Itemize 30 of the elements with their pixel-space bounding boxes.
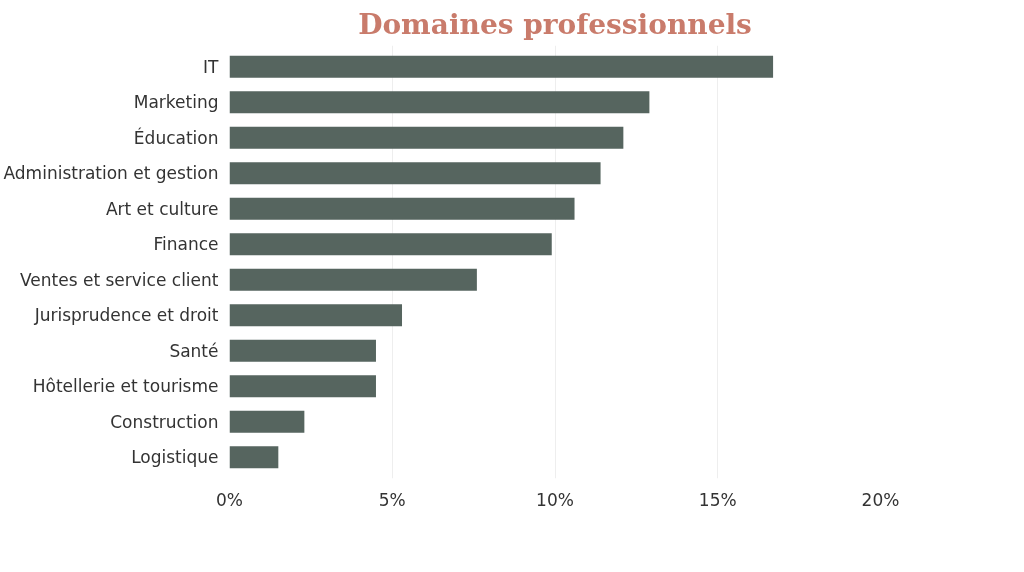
- bar: [229, 197, 575, 220]
- y-tick-label: Art et culture: [105, 198, 219, 219]
- chart-title: Domaines professionnels: [358, 7, 752, 41]
- x-tick-label: 5%: [378, 489, 406, 510]
- x-tick-label: 0%: [216, 489, 243, 510]
- bar: [229, 446, 279, 469]
- bar: [229, 233, 552, 256]
- y-tick-label: Logistique: [131, 447, 219, 468]
- bar: [229, 55, 774, 78]
- y-tick-label: Éducation: [133, 126, 219, 148]
- bar: [229, 410, 305, 433]
- bar: [229, 91, 650, 114]
- y-tick-label: Ventes et service client: [20, 269, 219, 290]
- bar: [229, 126, 624, 149]
- y-tick-label: IT: [203, 56, 220, 77]
- x-tick-label: 20%: [861, 489, 900, 510]
- y-tick-label: Marketing: [133, 92, 219, 113]
- y-tick-label: Finance: [153, 234, 219, 255]
- bar: [229, 339, 376, 362]
- x-tick-label: 10%: [536, 489, 574, 510]
- y-tick-label: Hôtellerie et tourisme: [32, 376, 219, 397]
- bar: [229, 268, 477, 291]
- bar: [229, 304, 403, 327]
- y-tick-label: Jurisprudence et droit: [33, 305, 219, 326]
- bar: [229, 375, 376, 398]
- x-tick-label: 15%: [698, 489, 737, 510]
- bar: [229, 162, 601, 185]
- y-tick-label: Construction: [110, 411, 219, 432]
- y-tick-label: Administration et gestion: [3, 163, 219, 184]
- y-tick-label: Santé: [169, 340, 219, 361]
